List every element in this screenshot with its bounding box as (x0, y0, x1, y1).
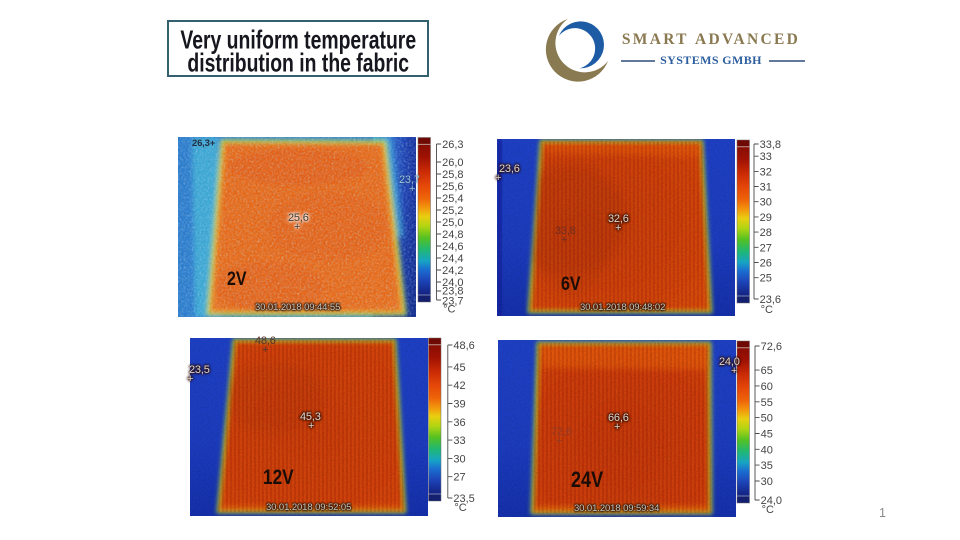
svg-text:26: 26 (760, 258, 772, 270)
svg-text:48,6: 48,6 (453, 340, 474, 352)
svg-text:72,6: 72,6 (761, 341, 782, 353)
svg-text:29: 29 (760, 212, 772, 224)
svg-text:24,0: 24,0 (761, 495, 782, 507)
svg-text:39: 39 (453, 399, 465, 411)
svg-text:25,0: 25,0 (442, 217, 463, 229)
svg-text:°C: °C (761, 304, 773, 316)
svg-text:31: 31 (760, 182, 772, 194)
svg-text:25,6: 25,6 (442, 181, 463, 193)
svg-text:26,0: 26,0 (442, 157, 463, 169)
svg-text:33: 33 (453, 435, 465, 447)
svg-text:33: 33 (760, 151, 772, 163)
svg-text:23,8: 23,8 (442, 286, 463, 298)
svg-text:°C: °C (762, 504, 774, 516)
svg-text:25,4: 25,4 (442, 193, 463, 205)
svg-text:°C: °C (443, 304, 455, 316)
svg-text:23,5: 23,5 (453, 493, 474, 505)
svg-text:33,8: 33,8 (760, 139, 781, 151)
svg-text:25,2: 25,2 (442, 205, 463, 217)
svg-text:28: 28 (760, 227, 772, 239)
svg-text:45: 45 (761, 429, 773, 441)
svg-text:25,8: 25,8 (442, 169, 463, 181)
svg-text:24,6: 24,6 (442, 241, 463, 253)
svg-text:24,8: 24,8 (442, 229, 463, 241)
svg-text:25: 25 (760, 273, 772, 285)
svg-text:23,7: 23,7 (442, 296, 463, 308)
svg-text:32: 32 (760, 166, 772, 178)
svg-text:27: 27 (760, 242, 772, 254)
svg-text:55: 55 (761, 397, 773, 409)
svg-text:26,3: 26,3 (442, 139, 463, 151)
svg-text:30: 30 (761, 476, 773, 488)
svg-text:60: 60 (761, 381, 773, 393)
svg-text:45: 45 (453, 362, 465, 374)
svg-text:27: 27 (453, 472, 465, 484)
svg-text:24,0: 24,0 (442, 277, 463, 289)
svg-text:65: 65 (761, 365, 773, 377)
svg-text:30: 30 (760, 197, 772, 209)
svg-text:24,4: 24,4 (442, 253, 463, 265)
svg-text:42: 42 (453, 380, 465, 392)
svg-text:40: 40 (761, 444, 773, 456)
svg-text:°C: °C (454, 502, 466, 514)
svg-text:50: 50 (761, 413, 773, 425)
svg-text:30: 30 (453, 453, 465, 465)
svg-text:35: 35 (761, 460, 773, 472)
svg-text:24,2: 24,2 (442, 265, 463, 277)
svg-text:36: 36 (453, 417, 465, 429)
svg-text:23,6: 23,6 (760, 294, 781, 306)
